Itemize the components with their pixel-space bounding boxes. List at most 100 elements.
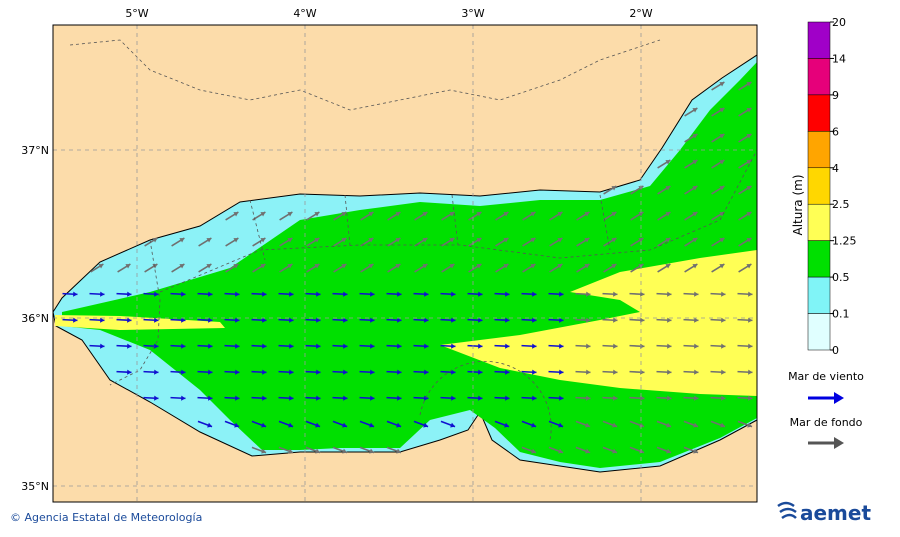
wave-arrow-head [693, 422, 699, 428]
wave-arrow-head [206, 264, 212, 269]
wave-arrow-head [98, 264, 104, 269]
wave-arrow-head [611, 238, 617, 243]
wave-arrow-head [368, 238, 374, 243]
map-frame [52, 24, 758, 503]
wave-arrow-head [613, 317, 618, 323]
wave-arrow-head [451, 291, 456, 297]
wave-arrow-head [586, 395, 591, 401]
wave-arrow-head [343, 343, 348, 349]
wave-arrow-head [638, 238, 644, 243]
wave-arrow-head [532, 291, 537, 297]
colorbar-label: 0.1 [832, 308, 850, 321]
logo: aemet [777, 501, 871, 525]
wave-arrow-head [667, 317, 672, 323]
wave-arrow-head [748, 317, 753, 323]
wave-arrow-head [233, 264, 239, 269]
wave-arrow-head [368, 212, 374, 217]
wave-arrow-head [746, 82, 752, 87]
colorbar-segment [807, 276, 831, 314]
wave-arrow-head [370, 369, 375, 375]
wave-arrow-head [343, 395, 348, 401]
wave-arrow-head [316, 343, 321, 349]
wave-arrow-head [261, 422, 267, 428]
colorbar-segment [807, 240, 831, 278]
wave-arrow-head [424, 395, 429, 401]
wave-arrow-head [449, 264, 455, 269]
wave-arrow-head [612, 448, 618, 454]
wave-arrow-head [127, 291, 132, 297]
credit: © Agencia Estatal de Meteorología [10, 511, 202, 524]
legend-label: Mar de viento [788, 370, 864, 383]
lat-label: 37°N [21, 144, 49, 157]
wave-arrow-head [585, 422, 591, 428]
wave-arrow-head [370, 395, 375, 401]
wave-arrow-head [558, 448, 564, 454]
colorbar-segment [807, 58, 831, 96]
wave-arrow-head [478, 395, 483, 401]
wave-arrow-head [315, 448, 321, 454]
wave-arrow-head [343, 291, 348, 297]
wave-arrow-head [719, 160, 725, 165]
wave-arrow-head [341, 212, 347, 217]
wave-arrow-head [504, 422, 510, 428]
colorbar-segment [807, 313, 831, 351]
wave-arrow-head [478, 343, 483, 349]
wave-arrow-head [125, 264, 131, 269]
wave-arrow-head [181, 317, 186, 323]
colorbar-label: 20 [832, 16, 846, 29]
wave-arrow-head [369, 448, 375, 454]
wave-arrow-head [586, 317, 591, 323]
wave-arrow-head [370, 291, 375, 297]
legend-label: Mar de fondo [790, 416, 863, 429]
wave-arrow-head [557, 264, 563, 269]
colorbar-title: Altura (m) [791, 174, 805, 235]
wave-arrow-head [478, 291, 483, 297]
wave-arrow-head [181, 291, 186, 297]
wave-arrow-head [667, 369, 672, 375]
wave-arrow-head [235, 369, 240, 375]
wave-arrow-head [638, 212, 644, 217]
wave-arrow-head [261, 448, 267, 454]
wave-arrow-head [693, 448, 699, 454]
wave-arrow-head [532, 317, 537, 323]
wave-arrow-head [719, 186, 725, 191]
wave-arrow-head [747, 422, 753, 428]
wave-arrow-head [584, 264, 590, 269]
colorbar-segment [807, 94, 831, 132]
wave-arrow-head [316, 369, 321, 375]
wave-arrow-head [423, 422, 429, 428]
wave-arrow-head [721, 291, 726, 297]
wave-arrow-head [613, 291, 618, 297]
wave-arrow-head [262, 395, 267, 401]
wave-arrow-head [665, 264, 671, 269]
wave-arrow-head [557, 238, 563, 243]
wave-arrow-head [262, 369, 267, 375]
wave-arrow-head [395, 238, 401, 243]
wave-arrow-head [639, 422, 645, 428]
wave-arrows [62, 81, 753, 454]
legend-arrow [834, 392, 844, 404]
wave-arrow-head [503, 212, 509, 217]
wave-arrow-head [395, 212, 401, 217]
wave-arrow-head [260, 264, 266, 269]
wave-arrow-head [314, 238, 320, 243]
wave-arrow-head [694, 369, 699, 375]
wave-arrow-head [424, 291, 429, 297]
wave-arrow-head [719, 108, 725, 113]
wave-arrow-head [557, 212, 563, 217]
wave-arrow-head [505, 317, 510, 323]
wave-arrow-head [262, 291, 267, 297]
wave-arrow-head [288, 422, 294, 428]
wave-arrow-head [207, 422, 213, 428]
wave-arrow-head [665, 212, 671, 217]
wave-arrow-head [559, 369, 564, 375]
colorbar-label: 1.25 [832, 235, 857, 248]
wave-arrow-head [262, 317, 267, 323]
wave-arrow-head [692, 134, 698, 139]
wave-arrow-head [746, 238, 752, 243]
wave-arrow-head [559, 291, 564, 297]
wave-arrow-head [449, 212, 455, 217]
wave-arrow-head [692, 264, 698, 269]
wave-arrow-head [235, 395, 240, 401]
